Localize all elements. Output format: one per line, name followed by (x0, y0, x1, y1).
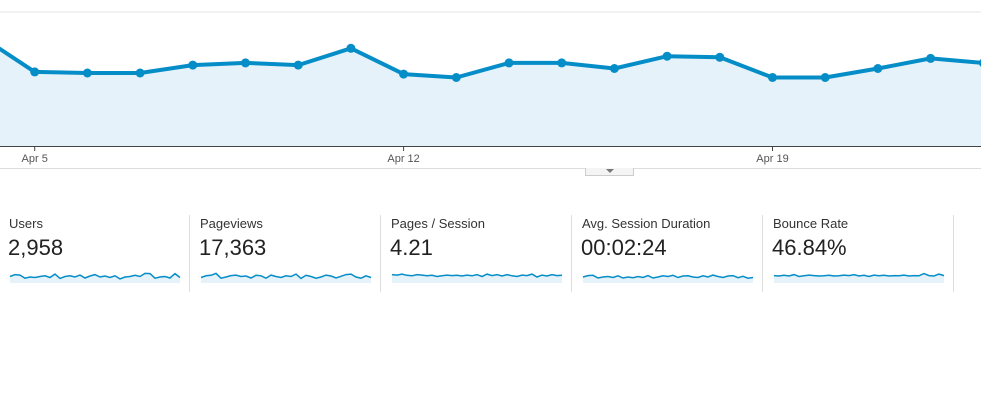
metric-label: Users (9, 216, 43, 231)
metric-avg-session-duration[interactable]: Avg. Session Duration 00:02:24 (573, 213, 764, 293)
metric-divider (571, 215, 572, 292)
metric-label: Pages / Session (391, 216, 485, 231)
users-sparkline (9, 272, 181, 283)
chart-data-points (30, 43, 981, 82)
metric-value: 17,363 (199, 235, 267, 260)
pages-per-session-sparkline (391, 273, 563, 283)
sparkline-line (200, 272, 372, 280)
sparkline-area (10, 273, 180, 283)
metric-users[interactable]: Users 2,958 (0, 213, 191, 293)
data-point[interactable] (451, 73, 461, 82)
metric-label: Bounce Rate (773, 216, 849, 231)
x-tick-label: Apr 12 (387, 153, 419, 165)
data-point[interactable] (557, 58, 567, 68)
data-point[interactable] (504, 58, 514, 68)
bounce-rate-sparkline (773, 272, 945, 283)
metric-bounce-rate[interactable]: Bounce Rate 46.84% (764, 213, 955, 293)
pageviews-sparkline (200, 272, 372, 283)
metric-divider (953, 215, 954, 292)
sparkline-area (583, 275, 753, 283)
metric-divider (189, 215, 190, 292)
data-point[interactable] (768, 73, 777, 82)
x-axis-ticks: Apr 5 Apr 12 Apr 19 (22, 146, 789, 165)
main-area-chart: Apr 5 Apr 12 Apr 19 (0, 11, 981, 169)
sparkline-line (9, 272, 181, 280)
metric-value: 4.21 (390, 235, 433, 260)
metric-pageviews[interactable]: Pageviews 17,363 (191, 213, 382, 293)
chart-series-line (0, 46, 981, 80)
avg-session-duration-sparkline (582, 274, 754, 283)
sparkline-line (391, 273, 563, 278)
metric-label: Pageviews (200, 216, 263, 231)
metric-divider (380, 215, 381, 292)
data-point[interactable] (399, 69, 409, 79)
chart-area-fill (0, 48, 981, 146)
data-point[interactable] (609, 64, 619, 73)
data-point[interactable] (873, 64, 883, 73)
metrics-summary-row: Users 2,958 Pageviews 17,363 Pages / Ses… (0, 213, 981, 293)
data-point[interactable] (926, 53, 936, 63)
data-point[interactable] (30, 67, 40, 77)
data-point[interactable] (715, 52, 725, 62)
metric-pages-per-session[interactable]: Pages / Session 4.21 (382, 213, 573, 293)
sparkline-area (392, 274, 562, 283)
sparkline-line (773, 272, 945, 278)
data-point[interactable] (188, 60, 198, 70)
data-point[interactable] (241, 58, 250, 68)
data-point[interactable] (978, 58, 981, 67)
sparkline-area (774, 273, 944, 283)
data-point[interactable] (662, 51, 672, 61)
metric-label: Avg. Session Duration (582, 216, 711, 231)
sparkline-line (582, 274, 754, 279)
metric-value: 00:02:24 (581, 235, 667, 260)
data-point[interactable] (293, 60, 303, 70)
metric-value: 46.84% (772, 235, 847, 260)
x-tick-label: Apr 19 (756, 153, 788, 165)
caret-down-icon (606, 169, 614, 173)
data-point[interactable] (135, 68, 145, 78)
data-point[interactable] (820, 73, 830, 82)
data-point[interactable] (82, 68, 92, 78)
x-tick-label: Apr 5 (22, 153, 48, 165)
chart-collapse-toggle[interactable] (585, 168, 634, 176)
metric-divider (762, 215, 763, 292)
metric-value: 2,958 (8, 235, 64, 260)
data-point[interactable] (346, 43, 356, 53)
